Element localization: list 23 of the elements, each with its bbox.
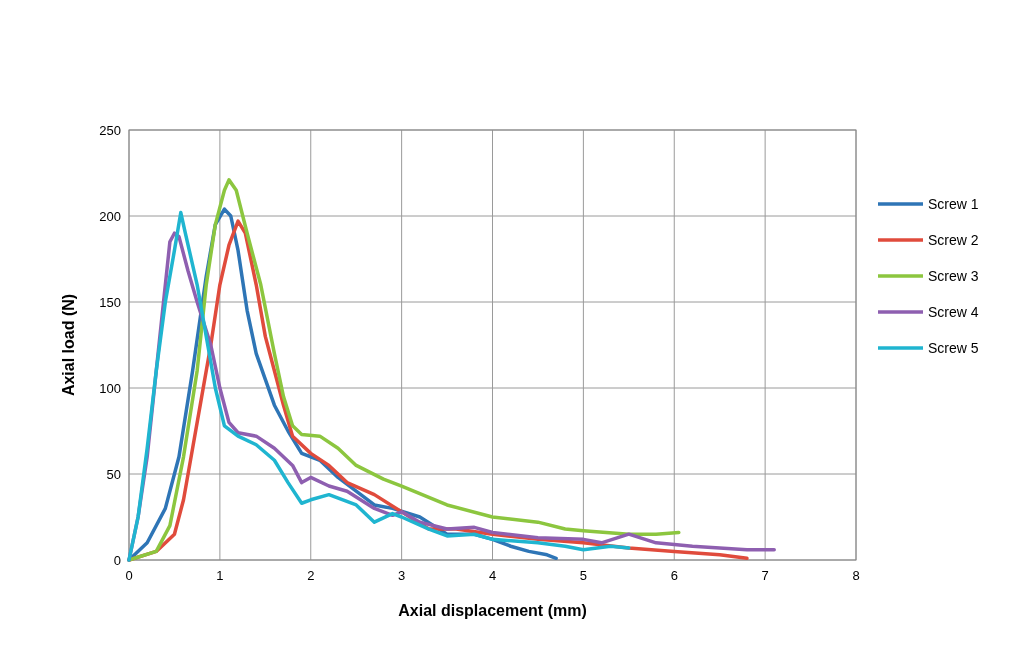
x-tick-label: 6 xyxy=(670,568,678,583)
legend-label: Screw 4 xyxy=(928,303,979,320)
x-axis-title: Axial displacement (mm) xyxy=(398,602,587,619)
y-tick-label: 200 xyxy=(99,208,121,224)
x-tick-label: 1 xyxy=(216,568,224,583)
y-tick-label: 0 xyxy=(113,552,121,568)
x-tick-label: 3 xyxy=(398,568,406,583)
y-tick-label: 100 xyxy=(99,380,121,396)
x-tick-label: 8 xyxy=(852,568,860,583)
x-tick-label: 2 xyxy=(307,568,315,583)
line-series xyxy=(127,210,631,562)
y-tick-label: 250 xyxy=(99,122,121,138)
x-tick-label: 0 xyxy=(125,568,133,583)
x-tick-label: 7 xyxy=(761,568,769,583)
x-tick-label: 4 xyxy=(488,568,497,583)
y-axis-title: Axial load (N) xyxy=(60,293,77,397)
legend-label: Screw 2 xyxy=(928,231,979,248)
legend-label: Screw 1 xyxy=(928,195,979,212)
y-tick-label: 50 xyxy=(106,466,121,482)
x-tick-label: 5 xyxy=(579,568,587,583)
y-tick-label: 150 xyxy=(99,294,121,310)
legend-label: Screw 5 xyxy=(928,339,979,356)
legend-label: Screw 3 xyxy=(928,267,979,284)
